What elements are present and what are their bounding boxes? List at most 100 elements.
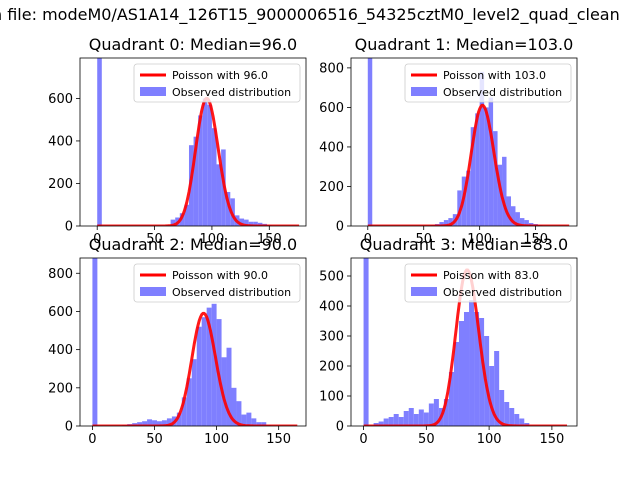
panel-title: Quadrant 2: Median=90.0 [89, 235, 297, 254]
histogram-bar [191, 359, 197, 426]
y-tick-label: 600 [48, 305, 73, 320]
y-tick-label: 800 [319, 61, 344, 76]
histogram-bar [398, 417, 404, 426]
panel-title: Quadrant 3: Median=83.0 [360, 235, 568, 254]
panel-title: Quadrant 1: Median=103.0 [355, 35, 574, 54]
histogram-bar [453, 342, 459, 426]
histogram-bar [506, 196, 511, 226]
legend-label-poisson: Poisson with 96.0 [172, 69, 268, 82]
x-tick-label: 150 [266, 432, 291, 447]
histogram-bar [464, 312, 470, 426]
histogram-bar [193, 136, 199, 226]
histogram-bar [443, 399, 449, 426]
y-tick-label: 400 [319, 300, 344, 315]
figure-suptitle: n file: modeM0/AS1A14_126T15_9000006516_… [0, 5, 620, 24]
histogram-bar [479, 71, 485, 226]
histogram-bar [211, 128, 217, 226]
x-tick-label: 0 [364, 232, 372, 247]
y-tick-label: 0 [65, 220, 73, 235]
quadrant-0-panel: 0 50 100 150 0 200 400 600 Quadrant 0: Median=96… [48, 35, 307, 247]
legend: Poisson with 96.0 Observed distribution [133, 63, 301, 103]
legend-label-observed: Observed distribution [443, 86, 562, 99]
y-tick-label: 600 [48, 92, 73, 107]
y-tick-label: 200 [48, 381, 73, 396]
histogram-bar [448, 218, 453, 226]
y-tick-label: 400 [48, 134, 73, 149]
histogram-bar [497, 164, 503, 226]
histogram-bar [484, 107, 489, 226]
histogram-bar [428, 403, 434, 426]
histogram-bar [216, 164, 222, 226]
legend-box [133, 263, 301, 303]
histogram-bar [166, 418, 172, 426]
histogram-bar [137, 422, 143, 426]
y-tick-label: 200 [319, 360, 344, 375]
legend-bar-swatch [140, 87, 166, 96]
histogram-bar [504, 402, 510, 426]
y-tick-label: 500 [319, 270, 344, 285]
histogram-bar [152, 420, 157, 426]
histogram-bar [367, 58, 373, 226]
legend-box [404, 263, 572, 303]
histogram-bar [170, 219, 176, 226]
x-tick-label: 0 [93, 232, 101, 247]
x-tick-label: 100 [200, 232, 225, 247]
histogram-bar [519, 418, 525, 426]
y-tick-label: 200 [319, 180, 344, 195]
histogram-bar [519, 218, 525, 226]
histogram-bar [448, 372, 454, 426]
histogram-bar [198, 115, 203, 226]
axes-frame [79, 57, 307, 227]
y-tick-label: 400 [319, 140, 344, 155]
histogram-bar [92, 258, 98, 426]
histogram-bar [226, 347, 232, 426]
x-tick-label: 50 [418, 432, 435, 447]
histogram-bar [413, 414, 419, 426]
histogram-bar [97, 58, 102, 226]
histogram-bar [246, 412, 252, 426]
histogram-bar [493, 131, 498, 226]
legend-bar-swatch [411, 87, 437, 96]
histogram-bar [479, 318, 485, 426]
histogram-bar [470, 127, 476, 226]
histogram-bar [236, 401, 242, 426]
histogram-bar [515, 212, 520, 226]
legend-label-poisson: Poisson with 83.0 [443, 269, 539, 282]
plot-area [92, 258, 298, 426]
histogram-bar [253, 221, 258, 226]
x-tick-label: 100 [477, 432, 502, 447]
histogram-bar [433, 399, 439, 426]
histogram-bar [524, 220, 529, 226]
histogram-bar [378, 421, 384, 426]
x-tick-label: 100 [467, 232, 492, 247]
quadrant-3-panel: 0 50 100 150 0 100 200 300 400 500 Quadrant 3: Med… [319, 235, 578, 447]
plot-area [367, 58, 570, 226]
axes-frame [350, 257, 578, 427]
histogram-bar [423, 412, 429, 426]
legend: Poisson with 90.0 Observed distribution [133, 263, 301, 303]
x-tick-label: 50 [415, 232, 432, 247]
x-tick-label: 150 [539, 432, 564, 447]
y-tick-label: 300 [319, 330, 344, 345]
histogram-bar [261, 422, 267, 426]
legend-label-poisson: Poisson with 103.0 [443, 69, 546, 82]
histogram-bar [161, 420, 167, 426]
histogram-bar [509, 408, 515, 426]
histogram-bar [403, 411, 409, 426]
poisson-curve [96, 96, 300, 226]
x-tick-label: 0 [88, 432, 96, 447]
y-tick-label: 100 [319, 390, 344, 405]
histogram-bar [196, 326, 202, 426]
histogram-bar [225, 191, 231, 226]
x-tick-label: 0 [359, 432, 367, 447]
histogram-bar [256, 422, 262, 426]
histogram-bar [499, 390, 505, 426]
y-tick-label: 800 [48, 267, 73, 282]
histogram-bar [383, 418, 389, 426]
legend-label-observed: Observed distribution [172, 86, 291, 99]
y-tick-label: 0 [65, 420, 73, 435]
histogram-bar [469, 300, 475, 426]
legend: Poisson with 103.0 Observed distribution [404, 63, 572, 103]
histogram-bar [202, 98, 208, 226]
